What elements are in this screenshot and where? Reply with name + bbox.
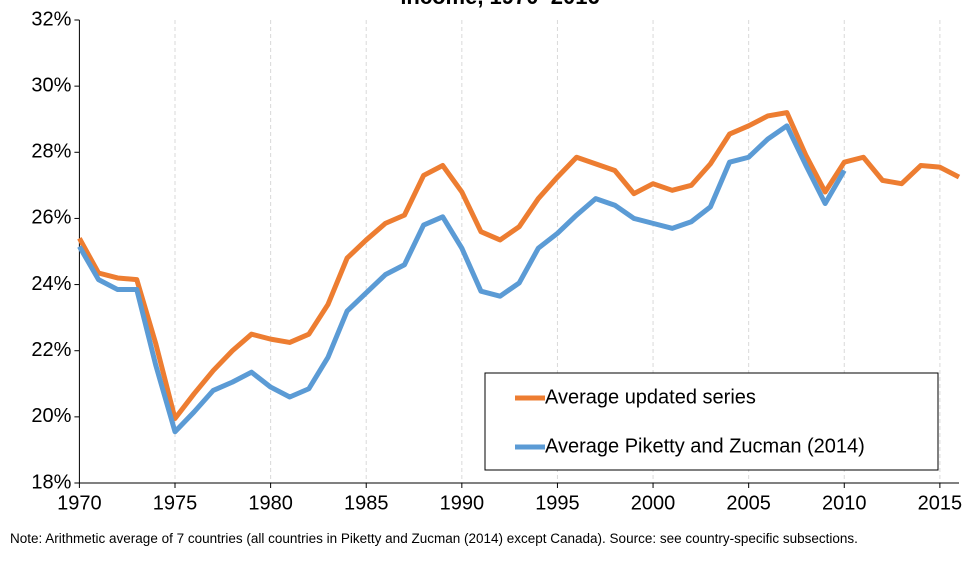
x-tick-label: 2000: [631, 492, 676, 514]
chart: income, 1970–2016 1970 1975 1980 1985 1990 19…: [31, 0, 963, 514]
x-tick-label: 2005: [726, 492, 771, 514]
legend-label: Average Piketty and Zucman (2014): [545, 435, 865, 457]
y-tick-label: 26%: [31, 207, 71, 229]
x-tick-label: 1975: [153, 492, 198, 514]
y-tick-label: 18%: [31, 471, 71, 493]
chart-title: income, 1970–2016: [400, 0, 599, 9]
note: Note: Arithmetic average of 7 countries …: [10, 531, 858, 546]
x-tick-label: 1985: [344, 492, 389, 514]
legend-label: Average updated series: [545, 386, 756, 408]
y-tick-label: 30%: [31, 74, 71, 96]
x-tick-label: 1990: [440, 492, 485, 514]
y-tick-label: 22%: [31, 339, 71, 361]
x-tick-label: 2015: [918, 492, 963, 514]
y-tick-label: 28%: [31, 141, 71, 163]
x-tick-label: 2010: [822, 492, 867, 514]
y-tick-label: 32%: [31, 8, 71, 30]
x-tick-label: 1980: [248, 492, 293, 514]
series-line: [77, 110, 961, 422]
series-line: [77, 123, 847, 435]
x-tick-label: 1970: [57, 492, 102, 514]
y-tick-label: 20%: [31, 405, 71, 427]
x-tick-label: 1995: [535, 492, 580, 514]
y-tick-label: 24%: [31, 273, 71, 295]
legend-box: [484, 372, 939, 471]
